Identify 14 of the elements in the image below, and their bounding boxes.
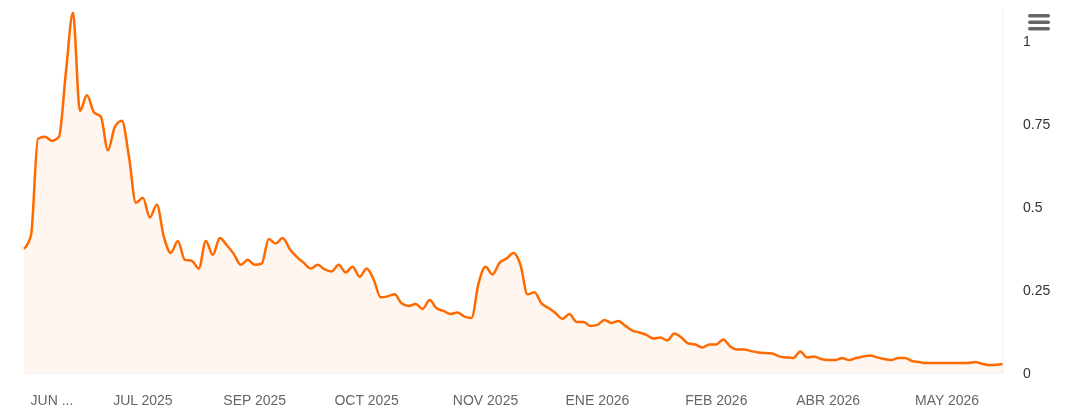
y-tick-label: 1 [1023,33,1031,50]
x-tick-label: OCT 2025 [334,391,400,408]
x-tick-label: ENE 2026 [565,391,630,408]
x-tick-label: FEB 2026 [685,391,748,408]
x-tick-label: JUN ... [30,391,74,408]
y-tick-label: 0.25 [1023,282,1051,299]
y-tick-label: 0.75 [1023,116,1051,133]
x-tick-label: SEP 2025 [223,391,287,408]
x-tick-label: JUL 2025 [113,391,173,408]
x-tick-label: ABR 2026 [796,391,861,408]
y-tick-label: 0 [1023,364,1031,381]
x-tick-label: NOV 2025 [452,391,519,408]
y-tick-label: 0.5 [1023,199,1043,216]
x-tick-label: MAY 2026 [915,391,980,408]
